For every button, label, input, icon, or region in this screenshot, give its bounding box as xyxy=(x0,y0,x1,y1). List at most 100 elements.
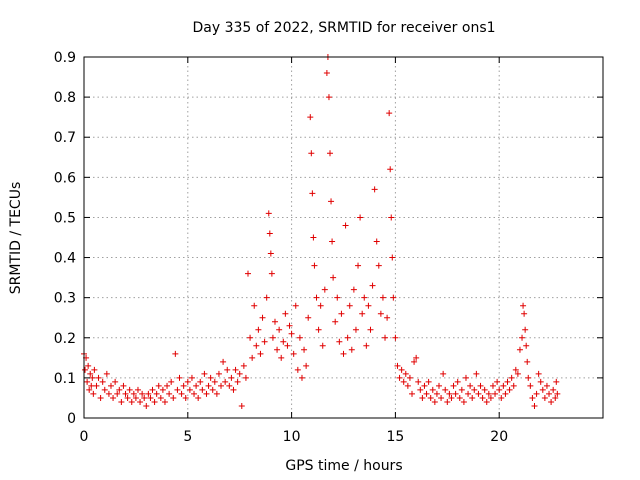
data-point xyxy=(552,394,559,401)
data-point xyxy=(423,390,430,397)
data-point xyxy=(338,310,345,317)
data-point xyxy=(521,310,528,317)
data-point xyxy=(207,374,214,381)
data-point xyxy=(118,398,125,405)
data-point xyxy=(261,338,268,345)
data-point xyxy=(433,390,440,397)
data-point xyxy=(232,366,239,373)
data-point xyxy=(107,382,114,389)
data-point xyxy=(328,198,335,205)
data-point xyxy=(384,314,391,321)
data-point xyxy=(492,390,499,397)
data-point xyxy=(346,302,353,309)
plot-frame xyxy=(83,56,604,419)
data-point xyxy=(516,346,523,353)
data-point xyxy=(315,326,322,333)
data-point xyxy=(247,334,254,341)
data-point xyxy=(525,374,532,381)
data-point xyxy=(276,326,283,333)
data-point xyxy=(213,390,220,397)
data-point xyxy=(151,398,158,405)
data-point xyxy=(282,310,289,317)
data-point xyxy=(387,166,394,173)
data-point xyxy=(452,390,459,397)
data-point xyxy=(396,374,403,381)
data-point xyxy=(305,314,312,321)
data-point xyxy=(224,366,231,373)
data-point xyxy=(319,342,326,349)
data-point xyxy=(303,362,310,369)
data-point xyxy=(355,262,362,269)
y-tick-label: 0.3 xyxy=(54,291,76,307)
data-point xyxy=(369,282,376,289)
data-point xyxy=(498,394,505,401)
data-point xyxy=(193,382,200,389)
data-point xyxy=(112,378,119,385)
data-point xyxy=(352,326,359,333)
data-point xyxy=(172,350,179,357)
data-point xyxy=(86,386,93,393)
data-point xyxy=(427,394,434,401)
data-point xyxy=(236,370,243,377)
data-point xyxy=(508,374,515,381)
data-point xyxy=(307,114,314,121)
data-point xyxy=(388,214,395,221)
data-point xyxy=(435,382,442,389)
data-point xyxy=(481,386,488,393)
data-point xyxy=(444,398,451,405)
data-point xyxy=(363,342,370,349)
data-point xyxy=(400,378,407,385)
grid-lines xyxy=(84,57,603,418)
data-point xyxy=(394,362,401,369)
data-point xyxy=(257,350,264,357)
data-point xyxy=(487,394,494,401)
y-tick-label: 0.6 xyxy=(54,170,76,186)
data-point xyxy=(230,386,237,393)
data-point xyxy=(485,390,492,397)
data-point xyxy=(311,262,318,269)
data-point xyxy=(159,386,166,393)
x-tick-label: 15 xyxy=(386,429,404,445)
data-point xyxy=(406,374,413,381)
data-point xyxy=(514,370,521,377)
y-tick-label: 0.7 xyxy=(54,130,76,146)
data-point xyxy=(359,310,366,317)
data-point xyxy=(170,394,177,401)
data-point xyxy=(471,386,478,393)
data-point xyxy=(411,358,418,365)
data-point xyxy=(176,374,183,381)
data-point xyxy=(90,390,97,397)
data-point xyxy=(168,378,175,385)
data-point xyxy=(255,326,262,333)
data-point xyxy=(539,386,546,393)
data-point xyxy=(450,382,457,389)
data-point xyxy=(531,402,538,409)
y-tick-label: 0.1 xyxy=(54,371,76,387)
data-point xyxy=(467,382,474,389)
data-point xyxy=(184,378,191,385)
data-point xyxy=(524,358,531,365)
data-point xyxy=(141,394,148,401)
data-point xyxy=(153,390,160,397)
data-point xyxy=(448,394,455,401)
data-point xyxy=(475,390,482,397)
data-point xyxy=(496,386,503,393)
data-point xyxy=(263,294,270,301)
data-point xyxy=(310,234,317,241)
data-point xyxy=(506,386,513,393)
data-point xyxy=(195,394,202,401)
data-point xyxy=(105,390,112,397)
y-tick-label: 0.2 xyxy=(54,331,76,347)
data-point xyxy=(404,382,411,389)
data-point xyxy=(215,370,222,377)
data-point xyxy=(502,390,509,397)
data-point xyxy=(240,362,247,369)
data-point xyxy=(267,250,274,257)
data-point xyxy=(164,382,171,389)
data-point xyxy=(462,374,469,381)
data-point xyxy=(425,378,432,385)
data-point xyxy=(325,94,332,101)
data-point xyxy=(191,390,198,397)
data-point xyxy=(523,342,530,349)
data-point xyxy=(477,382,484,389)
